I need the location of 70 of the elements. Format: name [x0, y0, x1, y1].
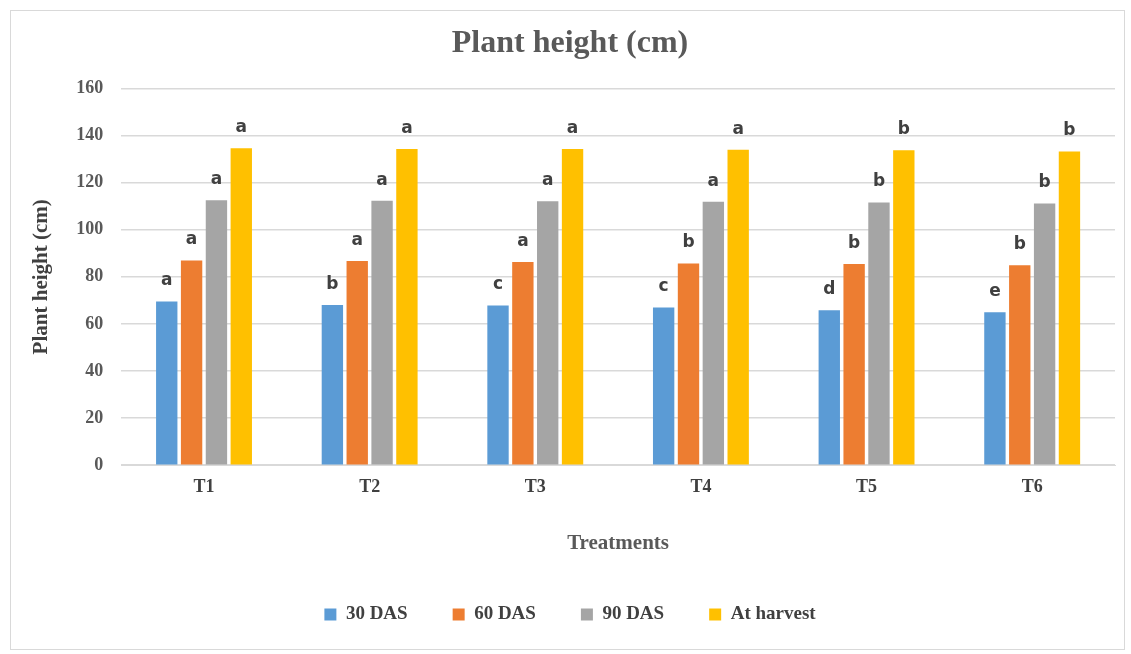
- data-label: a: [235, 116, 248, 137]
- bar: [702, 201, 725, 465]
- data-label: a: [517, 229, 529, 250]
- data-label: b: [872, 170, 886, 191]
- y-tick-label: 120: [76, 171, 104, 192]
- y-tick-label: 100: [76, 218, 104, 239]
- bar: [1058, 151, 1081, 465]
- bar: [652, 307, 675, 465]
- bar: [230, 148, 252, 465]
- data-label: b: [1063, 119, 1076, 140]
- data-label: b: [848, 232, 861, 252]
- y-tick-label: 20: [85, 406, 104, 427]
- data-label: b: [326, 272, 339, 293]
- bar: [868, 202, 890, 465]
- bar: [156, 301, 178, 465]
- data-label: c: [492, 273, 504, 294]
- data-label: a: [401, 116, 413, 137]
- data-label: b: [1013, 233, 1026, 254]
- data-label: a: [161, 269, 173, 290]
- bar: [561, 148, 584, 465]
- data-label: b: [682, 231, 695, 252]
- bar: [727, 149, 749, 465]
- legend-label: 60 DAS: [474, 602, 536, 624]
- data-label: a: [185, 228, 198, 249]
- y-tick-label: 160: [76, 77, 104, 98]
- bar: [371, 200, 393, 465]
- bar: [346, 261, 368, 465]
- bar: [537, 201, 559, 465]
- data-label: c: [658, 275, 669, 296]
- legend-label: 90 DAS: [602, 602, 665, 624]
- bar: [984, 312, 1006, 465]
- legend-label: At harvest: [730, 602, 817, 624]
- y-tick-label: 40: [85, 359, 104, 380]
- y-tick-label: 60: [85, 312, 104, 333]
- data-label: a: [732, 117, 744, 138]
- x-tick-label: T2: [359, 475, 381, 496]
- bar: [512, 261, 534, 465]
- data-label: a: [541, 169, 554, 190]
- x-tick-label: T5: [856, 475, 878, 496]
- x-axis-title: Treatments: [567, 529, 670, 554]
- data-label: b: [897, 118, 910, 139]
- bar: [818, 310, 840, 465]
- bar: [843, 264, 865, 465]
- bar: [1009, 265, 1031, 465]
- data-label: d: [823, 278, 836, 299]
- bar: [321, 305, 344, 465]
- data-label: e: [989, 280, 1001, 301]
- x-tick-label: T4: [690, 475, 712, 496]
- bar: [893, 150, 915, 465]
- y-axis-title: Plant height (cm): [28, 199, 53, 355]
- y-tick-label: 80: [85, 265, 104, 286]
- data-label: a: [376, 168, 388, 189]
- bar: [180, 260, 203, 465]
- y-tick-label: 0: [94, 453, 104, 474]
- bar: [396, 148, 418, 465]
- x-tick-label: T3: [524, 475, 546, 496]
- bar: [205, 200, 228, 465]
- data-label: a: [707, 169, 720, 190]
- data-label: a: [351, 228, 363, 249]
- bar: [487, 305, 509, 465]
- y-tick-label: 140: [76, 124, 104, 145]
- x-tick-label: T1: [193, 475, 215, 496]
- bar: [1033, 203, 1056, 465]
- chart-title: Plant height (cm): [451, 23, 689, 60]
- data-label: a: [566, 116, 579, 137]
- legend-label: 30 DAS: [345, 602, 408, 624]
- data-label: a: [210, 168, 223, 189]
- x-tick-label: T6: [1021, 475, 1043, 496]
- bar: [677, 263, 700, 465]
- data-label: b: [1038, 171, 1051, 192]
